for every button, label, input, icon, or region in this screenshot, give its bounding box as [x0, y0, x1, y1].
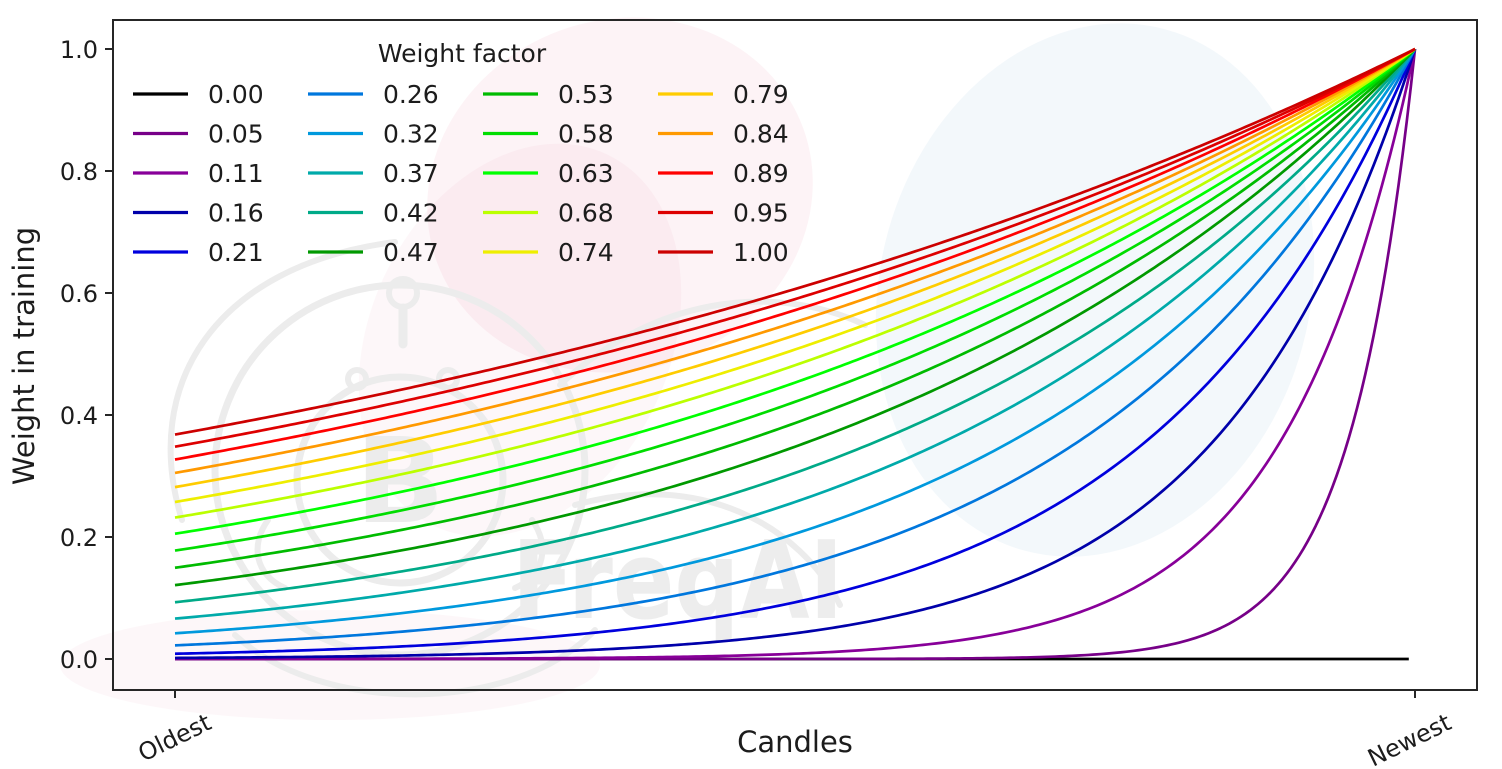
legend-label: 0.26 — [383, 80, 439, 109]
legend-item-0.42: 0.42 — [308, 199, 439, 228]
y-tick-label: 0.2 — [60, 524, 98, 552]
legend-label: 0.95 — [733, 199, 789, 228]
legend-item-0.74: 0.74 — [483, 238, 614, 267]
series-line-0.42 — [174, 48, 1417, 604]
legend-label: 0.58 — [558, 120, 614, 149]
legend-item-0.89: 0.89 — [658, 159, 789, 188]
legend-label: 1.00 — [733, 238, 789, 267]
legend-item-0.63: 0.63 — [483, 159, 614, 188]
watermark-pink-petal-2 — [358, 143, 682, 537]
legend-label: 0.79 — [733, 80, 789, 109]
legend-label: 0.89 — [733, 159, 789, 188]
logo-eye-right — [436, 367, 460, 391]
x-tick-label-oldest: Oldest — [134, 708, 216, 767]
legend-label: 0.37 — [383, 159, 439, 188]
series-lines — [174, 47, 1417, 661]
legend-item-0.79: 0.79 — [658, 80, 789, 109]
logo-eye-left — [345, 367, 369, 391]
y-tick-label: 0.8 — [60, 158, 98, 186]
legend-label: 0.74 — [558, 238, 614, 267]
legend-item-0.05: 0.05 — [133, 120, 264, 149]
legend-label: 0.21 — [208, 238, 264, 267]
legend-item-1.00: 1.00 — [658, 238, 789, 267]
series-line-0.21 — [174, 48, 1417, 656]
legend-label: 0.47 — [383, 238, 439, 267]
y-tick-label: 0.6 — [60, 280, 98, 308]
legend-label: 0.11 — [208, 159, 264, 188]
legend-item-0.84: 0.84 — [658, 120, 789, 149]
watermark-pink-petal — [427, 17, 813, 373]
logo-claw-left — [254, 517, 288, 591]
legend-items: 0.00 0.05 0.11 0.16 0.21 0.26 0.32 0.37 0.42 0.47… — [133, 80, 789, 267]
legend-label: 0.42 — [383, 199, 439, 228]
axes-box — [112, 19, 1478, 691]
x-axis-label: Candles — [737, 725, 853, 759]
series-line-0.26 — [174, 48, 1417, 647]
series-line-0.53 — [174, 48, 1416, 570]
legend-label: 0.53 — [558, 80, 614, 109]
legend-item-0.16: 0.16 — [133, 199, 264, 228]
series-line-0.89 — [174, 47, 1416, 461]
series-line-1.00 — [174, 47, 1416, 436]
logo-claw-right — [512, 517, 546, 591]
legend-label: 0.68 — [558, 199, 614, 228]
legend-item-0.26: 0.26 — [308, 80, 439, 109]
series-line-0.37 — [174, 48, 1417, 620]
legend-label: 0.16 — [208, 199, 264, 228]
series-line-0.58 — [174, 47, 1416, 552]
legend-item-0.37: 0.37 — [308, 159, 439, 188]
legend-item-0.95: 0.95 — [658, 199, 789, 228]
legend-title: Weight factor — [378, 39, 547, 68]
x-tick-label-newest: Newest — [1363, 708, 1455, 769]
series-line-0.63 — [174, 47, 1416, 536]
legend-label: 0.00 — [208, 80, 264, 109]
legend-label: 0.05 — [208, 120, 264, 149]
series-line-0.84 — [174, 47, 1416, 475]
series-line-0.16 — [174, 48, 1417, 660]
logo-swoosh-right — [572, 491, 843, 608]
legend-item-0.68: 0.68 — [483, 199, 614, 228]
legend-item-0.21: 0.21 — [133, 238, 264, 267]
legend-label: 0.63 — [558, 159, 614, 188]
legend-item-0.47: 0.47 — [308, 238, 439, 267]
legend-item-0.58: 0.58 — [483, 120, 614, 149]
watermark-blue-leaf — [875, 23, 1315, 557]
y-tick-label: 0.0 — [60, 646, 98, 674]
series-line-0.79 — [174, 47, 1416, 489]
y-tick-label: 1.0 — [60, 36, 98, 64]
legend-label: 0.84 — [733, 120, 789, 149]
series-line-0.74 — [174, 47, 1416, 504]
series-line-0.32 — [174, 48, 1417, 635]
legend-item-0.32: 0.32 — [308, 120, 439, 149]
series-line-0.47 — [174, 48, 1416, 587]
legend: Weight factor 0.000.050.110.160.210.260.… — [133, 39, 789, 267]
logo-swoosh-upper-left — [167, 239, 398, 523]
series-line-0.11 — [175, 48, 1417, 661]
y-tick-label: 0.4 — [60, 402, 98, 430]
series-line-0.95 — [174, 47, 1416, 449]
legend-item-0.00: 0.00 — [133, 80, 264, 109]
axes-frame — [112, 19, 1478, 691]
legend-item-0.53: 0.53 — [483, 80, 614, 109]
legend-label: 0.32 — [383, 120, 439, 149]
series-line-0.68 — [174, 47, 1416, 519]
legend-item-0.11: 0.11 — [133, 159, 264, 188]
y-axis-label: Weight in training — [7, 227, 41, 485]
